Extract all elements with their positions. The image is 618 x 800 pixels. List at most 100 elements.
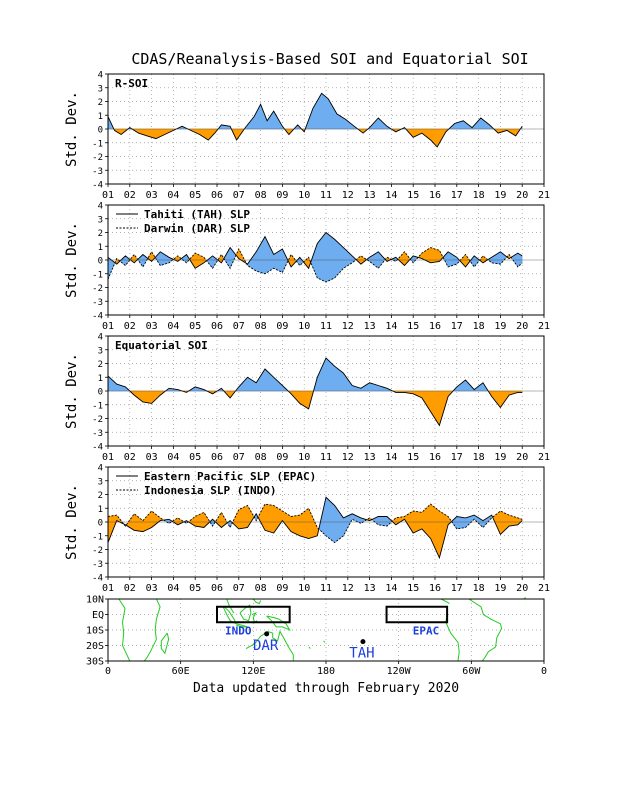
x-tick-label: 19 [494,583,506,594]
y-tick-label: 0 [98,519,103,529]
coastline [160,632,170,655]
area-segment [430,503,440,558]
area-segment [253,104,261,130]
area-segment [187,515,196,527]
x-tick-label: 11 [320,452,332,463]
x-tick-label: 01 [102,321,114,332]
x-tick-label: 21 [538,321,550,332]
x-tick-label: 07 [233,190,245,201]
x-tick-label: 07 [233,321,245,332]
legend-entry-2: Darwin (DAR) SLP [144,222,250,235]
x-tick-label: 08 [255,321,267,332]
x-tick-label: 11 [320,190,332,201]
station-dot-dar [264,631,270,637]
coastline [468,598,503,662]
y-tick-label: 3 [98,215,103,225]
area-segment [491,251,501,265]
x-tick-label: 16 [429,321,441,332]
x-tick-label: 18 [473,190,485,201]
map-lat-label: 20S [86,641,104,652]
station-dot-tah [360,639,366,645]
y-tick-label: -2 [92,153,103,163]
x-tick-label: 13 [364,583,376,594]
x-tick-label: 17 [451,452,463,463]
x-tick-label: 05 [189,190,201,201]
x-tick-label: 21 [538,190,550,201]
y-tick-label: -2 [92,546,103,556]
x-tick-label: 15 [407,452,419,463]
x-tick-label: 21 [538,583,550,594]
x-tick-label: 01 [102,190,114,201]
x-tick-label: 04 [167,452,179,463]
y-tick-label: 1 [98,505,103,515]
x-tick-label: 08 [255,452,267,463]
y-tick-label: 2 [98,229,103,239]
series-line-1 [107,496,523,560]
region-box-indo [216,605,291,624]
x-tick-label: 21 [538,452,550,463]
legend-entry-2: Indonesia SLP (INDO) [144,484,276,497]
coastline [445,612,460,662]
area-segment [133,513,144,532]
y-tick-label: 0 [98,257,103,267]
x-tick-label: 13 [364,321,376,332]
x-tick-label: 05 [189,583,201,594]
x-tick-label: 16 [429,583,441,594]
panel-label: R-SOI [115,77,148,90]
station-label-tah: TAH [349,646,374,662]
map-lat-label: EQ [92,610,104,621]
x-tick-label: 01 [102,452,114,463]
x-tick-label: 12 [342,321,354,332]
x-tick-label: 09 [276,190,288,201]
map-lon-label: 120E [241,666,265,677]
map-lon-label: 60W [462,666,481,677]
y-axis-label: Std. Dev. [64,353,80,429]
x-tick-label: 07 [233,583,245,594]
series-line [107,357,523,427]
x-tick-label: 02 [124,321,136,332]
area-segment [404,251,411,267]
coastline [143,598,161,662]
x-tick-label: 04 [167,583,179,594]
series-line-1 [107,231,523,270]
series-line-2 [107,503,523,544]
x-tick-label: 02 [124,583,136,594]
y-tick-label: 2 [98,491,103,501]
x-tick-label: 17 [451,321,463,332]
y-tick-label: -2 [92,284,103,294]
x-tick-label: 14 [385,452,397,463]
area-segment [459,253,466,268]
region-label-epac: EPAC [413,625,440,638]
y-tick-label: -1 [92,270,103,280]
coastline [245,630,294,661]
map-lon-label: 120W [387,666,412,677]
x-tick-label: 08 [255,190,267,201]
x-tick-label: 17 [451,190,463,201]
area-segment [397,251,405,267]
y-tick-label: 4 [98,333,103,343]
x-tick-label: 11 [320,321,332,332]
y-tick-label: -4 [92,181,103,191]
coastline [323,640,326,643]
map-lat-label: 30S [86,657,104,668]
area-segment [223,246,231,270]
area-segment [160,251,170,266]
area-segment [299,507,309,539]
x-tick-label: 15 [407,321,419,332]
area-segment [500,251,508,265]
coastline [118,598,131,662]
x-tick-label: 10 [298,583,310,594]
x-tick-label: 06 [211,321,223,332]
x-tick-label: 04 [167,321,179,332]
area-segment [465,514,475,529]
map-lat-label: 10S [86,626,104,637]
series-line-2 [107,247,523,283]
coastline [226,598,235,614]
y-tick-label: 0 [98,126,103,136]
area-segment [325,357,335,392]
x-tick-label: 20 [516,583,528,594]
x-tick-label: 06 [211,583,223,594]
